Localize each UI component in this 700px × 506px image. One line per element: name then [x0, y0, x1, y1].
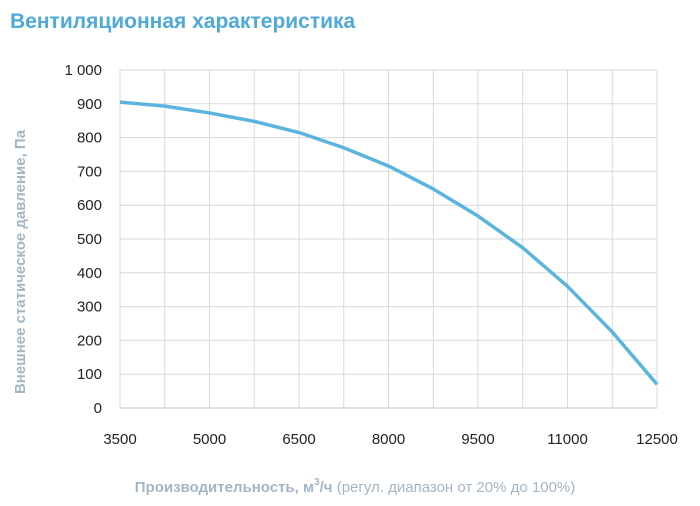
y-tick-label: 800 — [77, 130, 102, 147]
x-axis-label-note: (регул. диапазон от 20% до 100%) — [333, 479, 576, 496]
x-tick-label: 11000 — [547, 431, 588, 448]
x-tick-label: 5000 — [193, 431, 226, 448]
y-tick-label: 400 — [77, 265, 102, 282]
y-tick-label: 900 — [77, 96, 102, 113]
y-tick-label: 500 — [77, 231, 102, 248]
x-tick-label: 9500 — [461, 431, 494, 448]
y-tick-label: 300 — [77, 299, 102, 316]
y-tick-label: 1 000 — [64, 62, 102, 79]
chart-title: Вентиляционная характеристика — [10, 10, 356, 33]
y-tick-label: 200 — [77, 332, 102, 349]
x-axis-label: Производительность, м3/ч (регул. диапазо… — [135, 477, 576, 496]
y-tick-label: 0 — [94, 400, 102, 417]
y-axis-label: Внешнее статическое давление, Па — [12, 129, 29, 394]
x-tick-label: 3500 — [103, 431, 136, 448]
x-axis-label-sup: 3 — [314, 477, 320, 488]
y-tick-label: 100 — [77, 366, 102, 383]
x-tick-label: 12500 — [636, 431, 678, 448]
x-tick-label: 8000 — [372, 431, 405, 448]
y-tick-label: 700 — [77, 163, 102, 180]
x-tick-label: 6500 — [282, 431, 315, 448]
x-axis-label-main: Производительность, м — [135, 479, 314, 496]
x-axis-label-unit: /ч — [320, 479, 333, 496]
y-tick-label: 600 — [77, 197, 102, 214]
data-line — [119, 100, 659, 386]
